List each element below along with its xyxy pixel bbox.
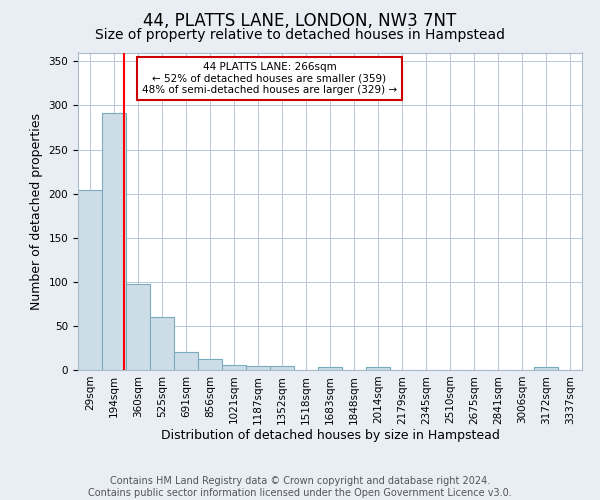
- Y-axis label: Number of detached properties: Number of detached properties: [30, 113, 43, 310]
- Bar: [270, 366, 294, 370]
- Text: 44, PLATTS LANE, LONDON, NW3 7NT: 44, PLATTS LANE, LONDON, NW3 7NT: [143, 12, 457, 30]
- Bar: [534, 368, 558, 370]
- Bar: [318, 368, 342, 370]
- Bar: [198, 360, 222, 370]
- Bar: [366, 368, 390, 370]
- Bar: [126, 284, 150, 370]
- Text: Size of property relative to detached houses in Hampstead: Size of property relative to detached ho…: [95, 28, 505, 42]
- Bar: [246, 366, 270, 370]
- Bar: [102, 114, 126, 370]
- Bar: [150, 317, 174, 370]
- Bar: [78, 190, 102, 370]
- Bar: [222, 364, 246, 370]
- Text: Contains HM Land Registry data © Crown copyright and database right 2024.
Contai: Contains HM Land Registry data © Crown c…: [88, 476, 512, 498]
- Bar: [174, 352, 198, 370]
- X-axis label: Distribution of detached houses by size in Hampstead: Distribution of detached houses by size …: [161, 429, 499, 442]
- Text: 44 PLATTS LANE: 266sqm
← 52% of detached houses are smaller (359)
48% of semi-de: 44 PLATTS LANE: 266sqm ← 52% of detached…: [142, 62, 397, 95]
